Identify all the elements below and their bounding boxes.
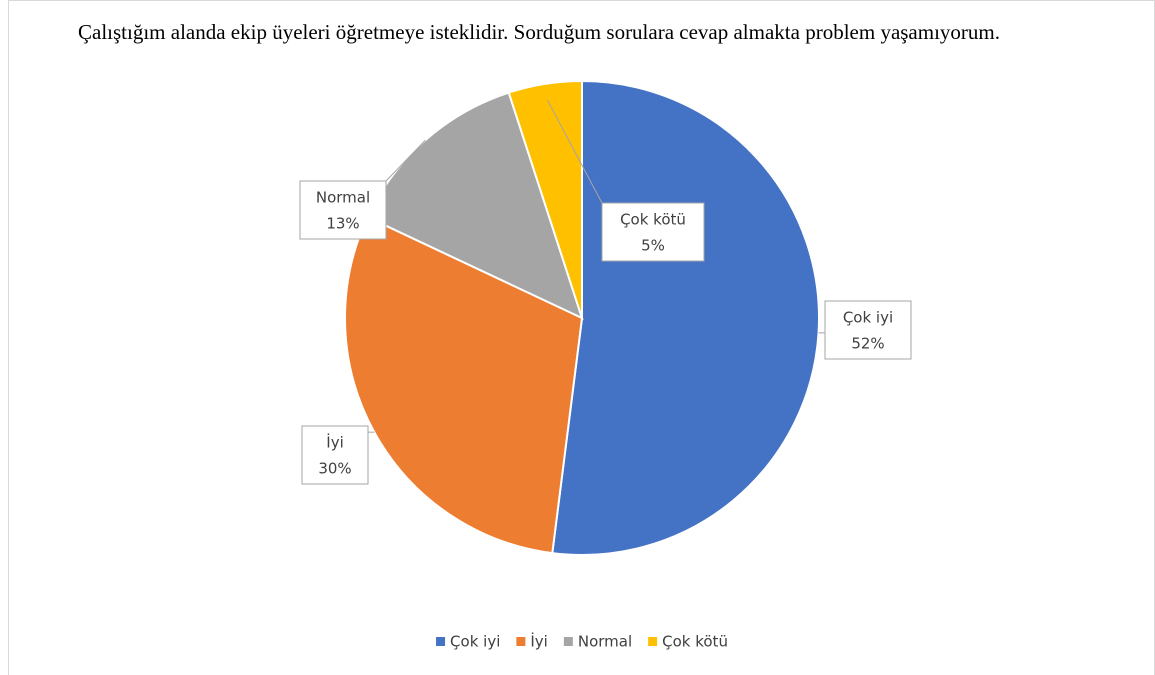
legend-swatch (516, 637, 526, 646)
legend-label: Normal (578, 633, 632, 651)
leader-line (385, 139, 426, 182)
legend-label: İyi (530, 632, 547, 651)
data-label-value: 30% (318, 460, 351, 478)
data-label-name: Normal (316, 189, 370, 207)
data-label-box (299, 180, 387, 240)
legend-swatch (563, 637, 573, 646)
data-label-value: 13% (326, 215, 359, 233)
pie-slice (344, 215, 584, 555)
data-label-name: Çok iyi (843, 309, 893, 327)
data-label-value: 5% (641, 237, 665, 255)
leader-line (547, 100, 603, 204)
data-label-value: 52% (851, 335, 884, 353)
pie-slice (551, 79, 820, 556)
legend-swatch (648, 637, 658, 646)
data-label-box (301, 425, 369, 485)
data-label-name: İyi (326, 433, 343, 452)
chart-title: Çalıştığım alanda ekip üyeleri öğretmeye… (78, 20, 1001, 44)
pie-slice (507, 79, 583, 319)
legend-label: Çok iyi (450, 633, 500, 651)
data-label-box (824, 300, 912, 360)
data-label-box (601, 202, 705, 262)
legend-label: Çok kötü (662, 633, 728, 651)
legend-swatch (436, 637, 446, 646)
data-label-name: Çok kötü (620, 211, 686, 229)
